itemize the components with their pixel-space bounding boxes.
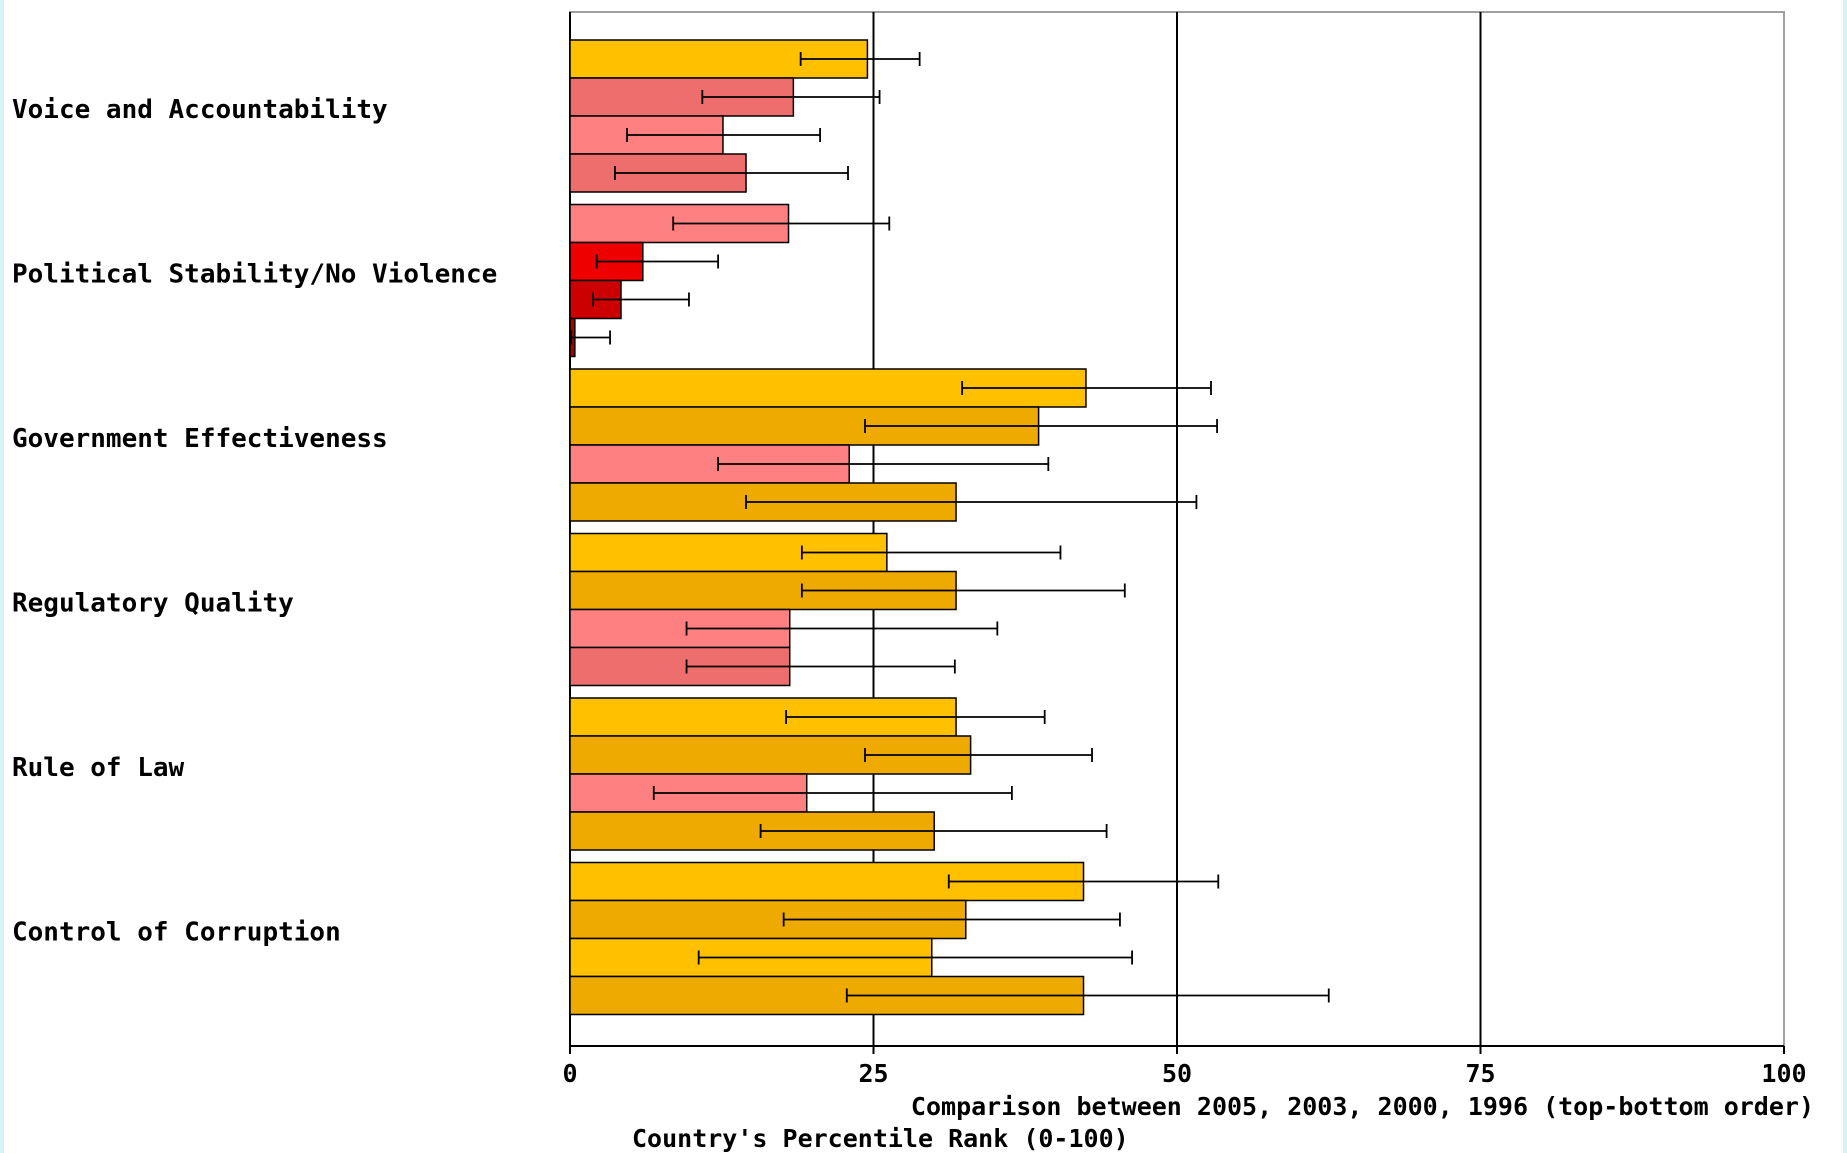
chart-frame: Voice and Accountability Political Stabil…	[4, 0, 1843, 1153]
category-label: Voice and Accountability	[12, 95, 388, 125]
bars	[569, 39, 1087, 1016]
category-label: Regulatory Quality	[12, 589, 294, 619]
error-bars	[570, 52, 1330, 1003]
category-label: Control of Corruption	[12, 918, 341, 948]
x-tick-label-75: 75	[1465, 1059, 1495, 1088]
category-label: Political Stability/No Violence	[12, 260, 497, 290]
x-tick-label-100: 100	[1761, 1059, 1806, 1088]
category-label: Rule of Law	[12, 753, 185, 783]
x-tick-label-25: 25	[858, 1059, 888, 1088]
bar	[569, 570, 957, 611]
x-axis-label: Country's Percentile Rank (0-100)	[632, 1124, 1129, 1153]
category-labels: Voice and Accountability Political Stabil…	[12, 95, 497, 948]
category-label: Government Effectiveness	[12, 424, 388, 454]
chart: Voice and Accountability Political Stabil…	[12, 11, 1814, 1153]
x-tick-label-50: 50	[1162, 1059, 1192, 1088]
x-tick-label-0: 0	[562, 1059, 577, 1088]
series-order-note: Comparison between 2005, 2003, 2000, 199…	[911, 1092, 1814, 1121]
x-tick-labels: 0 25 50 75 100	[562, 1059, 1806, 1088]
